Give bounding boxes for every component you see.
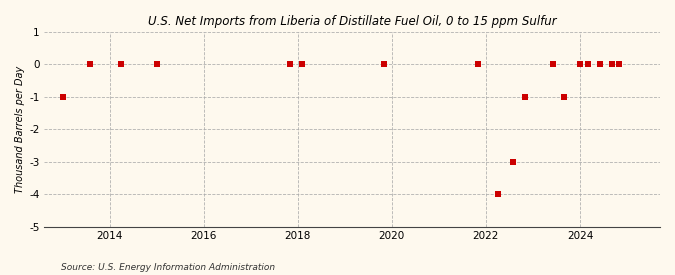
Point — [284, 62, 295, 67]
Point — [472, 62, 483, 67]
Point — [84, 62, 95, 67]
Title: U.S. Net Imports from Liberia of Distillate Fuel Oil, 0 to 15 ppm Sulfur: U.S. Net Imports from Liberia of Distill… — [148, 15, 556, 28]
Point — [508, 160, 518, 164]
Point — [583, 62, 593, 67]
Point — [595, 62, 605, 67]
Point — [606, 62, 617, 67]
Point — [151, 62, 162, 67]
Point — [296, 62, 307, 67]
Point — [379, 62, 389, 67]
Point — [57, 95, 68, 99]
Y-axis label: Thousand Barrels per Day: Thousand Barrels per Day — [15, 66, 25, 193]
Point — [520, 95, 531, 99]
Point — [559, 95, 570, 99]
Point — [574, 62, 585, 67]
Point — [547, 62, 558, 67]
Point — [614, 62, 624, 67]
Point — [116, 62, 127, 67]
Text: Source: U.S. Energy Information Administration: Source: U.S. Energy Information Administ… — [61, 263, 275, 272]
Point — [492, 192, 503, 196]
